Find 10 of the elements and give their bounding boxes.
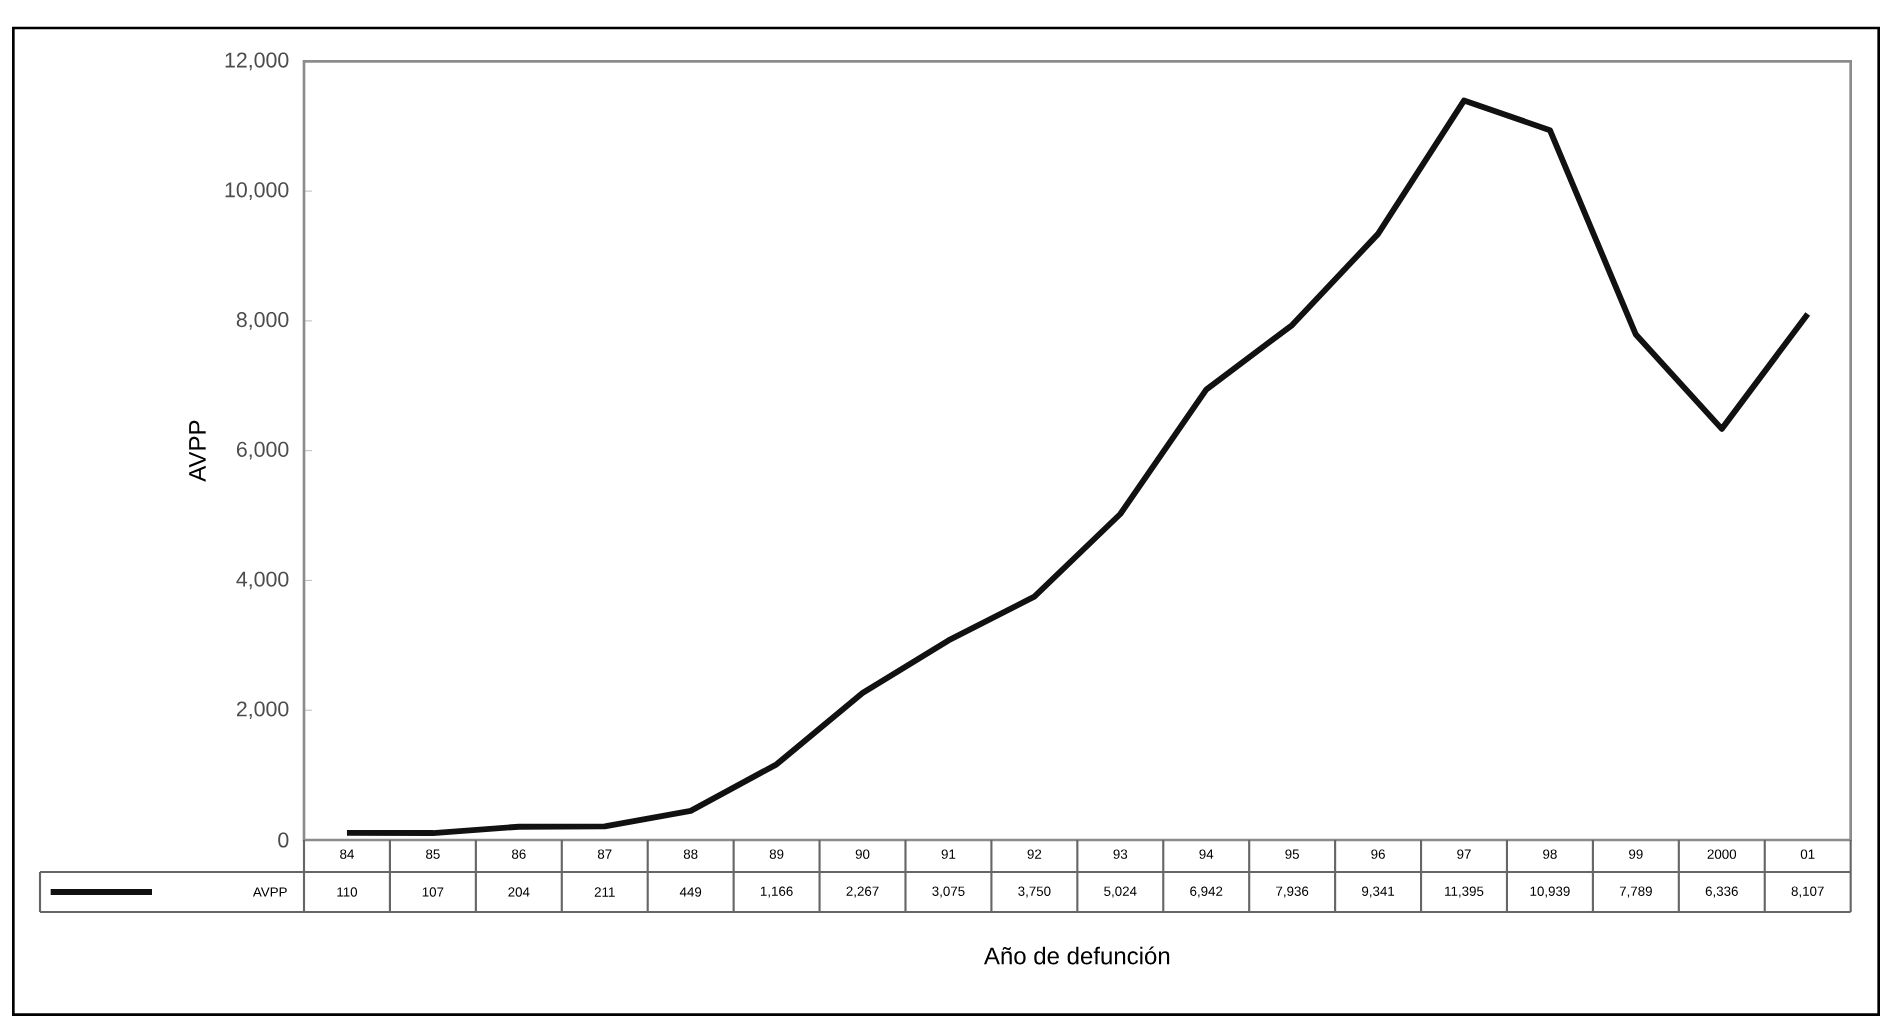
- y-tick-label: 6,000: [236, 441, 289, 460]
- y-tick-label: 12,000: [225, 52, 289, 71]
- y-tick-label: 10,000: [225, 182, 289, 200]
- y-tick-label: 0: [278, 832, 289, 848]
- x-axis-title: Año de defunción: [983, 946, 1170, 965]
- y-axis-title: AVPP: [189, 420, 206, 482]
- y-tick-label: 2,000: [236, 701, 289, 720]
- line-series: [344, 97, 1811, 836]
- y-tick-label: 8,000: [236, 312, 289, 330]
- y-tick-label: 4,000: [236, 571, 289, 590]
